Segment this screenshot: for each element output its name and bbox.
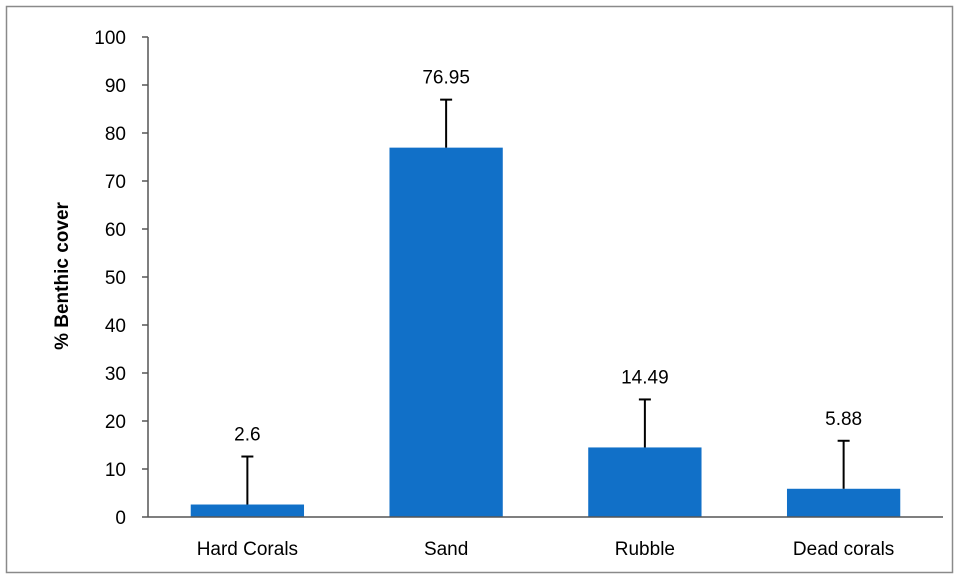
y-tick-label: 80 xyxy=(105,124,126,145)
bar xyxy=(190,504,305,517)
bars xyxy=(190,147,901,517)
bar xyxy=(786,488,901,517)
x-axis-labels: Hard Corals Sand Rubble Dead corals xyxy=(197,539,895,560)
data-label: 14.49 xyxy=(621,367,669,388)
y-axis-ticks: 0 10 20 30 40 50 60 70 80 90 100 xyxy=(94,28,148,529)
data-label: 5.88 xyxy=(825,409,862,430)
data-label: 76.95 xyxy=(422,68,470,89)
data-label: 2.6 xyxy=(234,425,260,446)
bar xyxy=(588,447,702,517)
y-tick-label: 70 xyxy=(105,172,126,193)
y-tick-label: 100 xyxy=(94,28,126,49)
error-bars xyxy=(241,98,850,505)
y-tick-label: 0 xyxy=(115,508,126,529)
y-tick-label: 10 xyxy=(105,460,126,481)
x-category-label: Hard Corals xyxy=(197,539,298,560)
bar xyxy=(389,147,503,517)
y-tick-label: 50 xyxy=(105,268,126,289)
y-axis-title: % Benthic cover xyxy=(52,201,73,349)
y-tick-label: 30 xyxy=(105,364,126,385)
y-tick-label: 20 xyxy=(105,412,126,433)
x-category-label: Dead corals xyxy=(793,539,894,560)
y-tick-label: 40 xyxy=(105,316,126,337)
y-tick-label: 90 xyxy=(105,76,126,97)
x-category-label: Sand xyxy=(424,539,468,560)
y-tick-label: 60 xyxy=(105,220,126,241)
x-category-label: Rubble xyxy=(615,539,675,560)
data-labels: 2.6 76.95 14.49 5.88 xyxy=(234,68,862,446)
